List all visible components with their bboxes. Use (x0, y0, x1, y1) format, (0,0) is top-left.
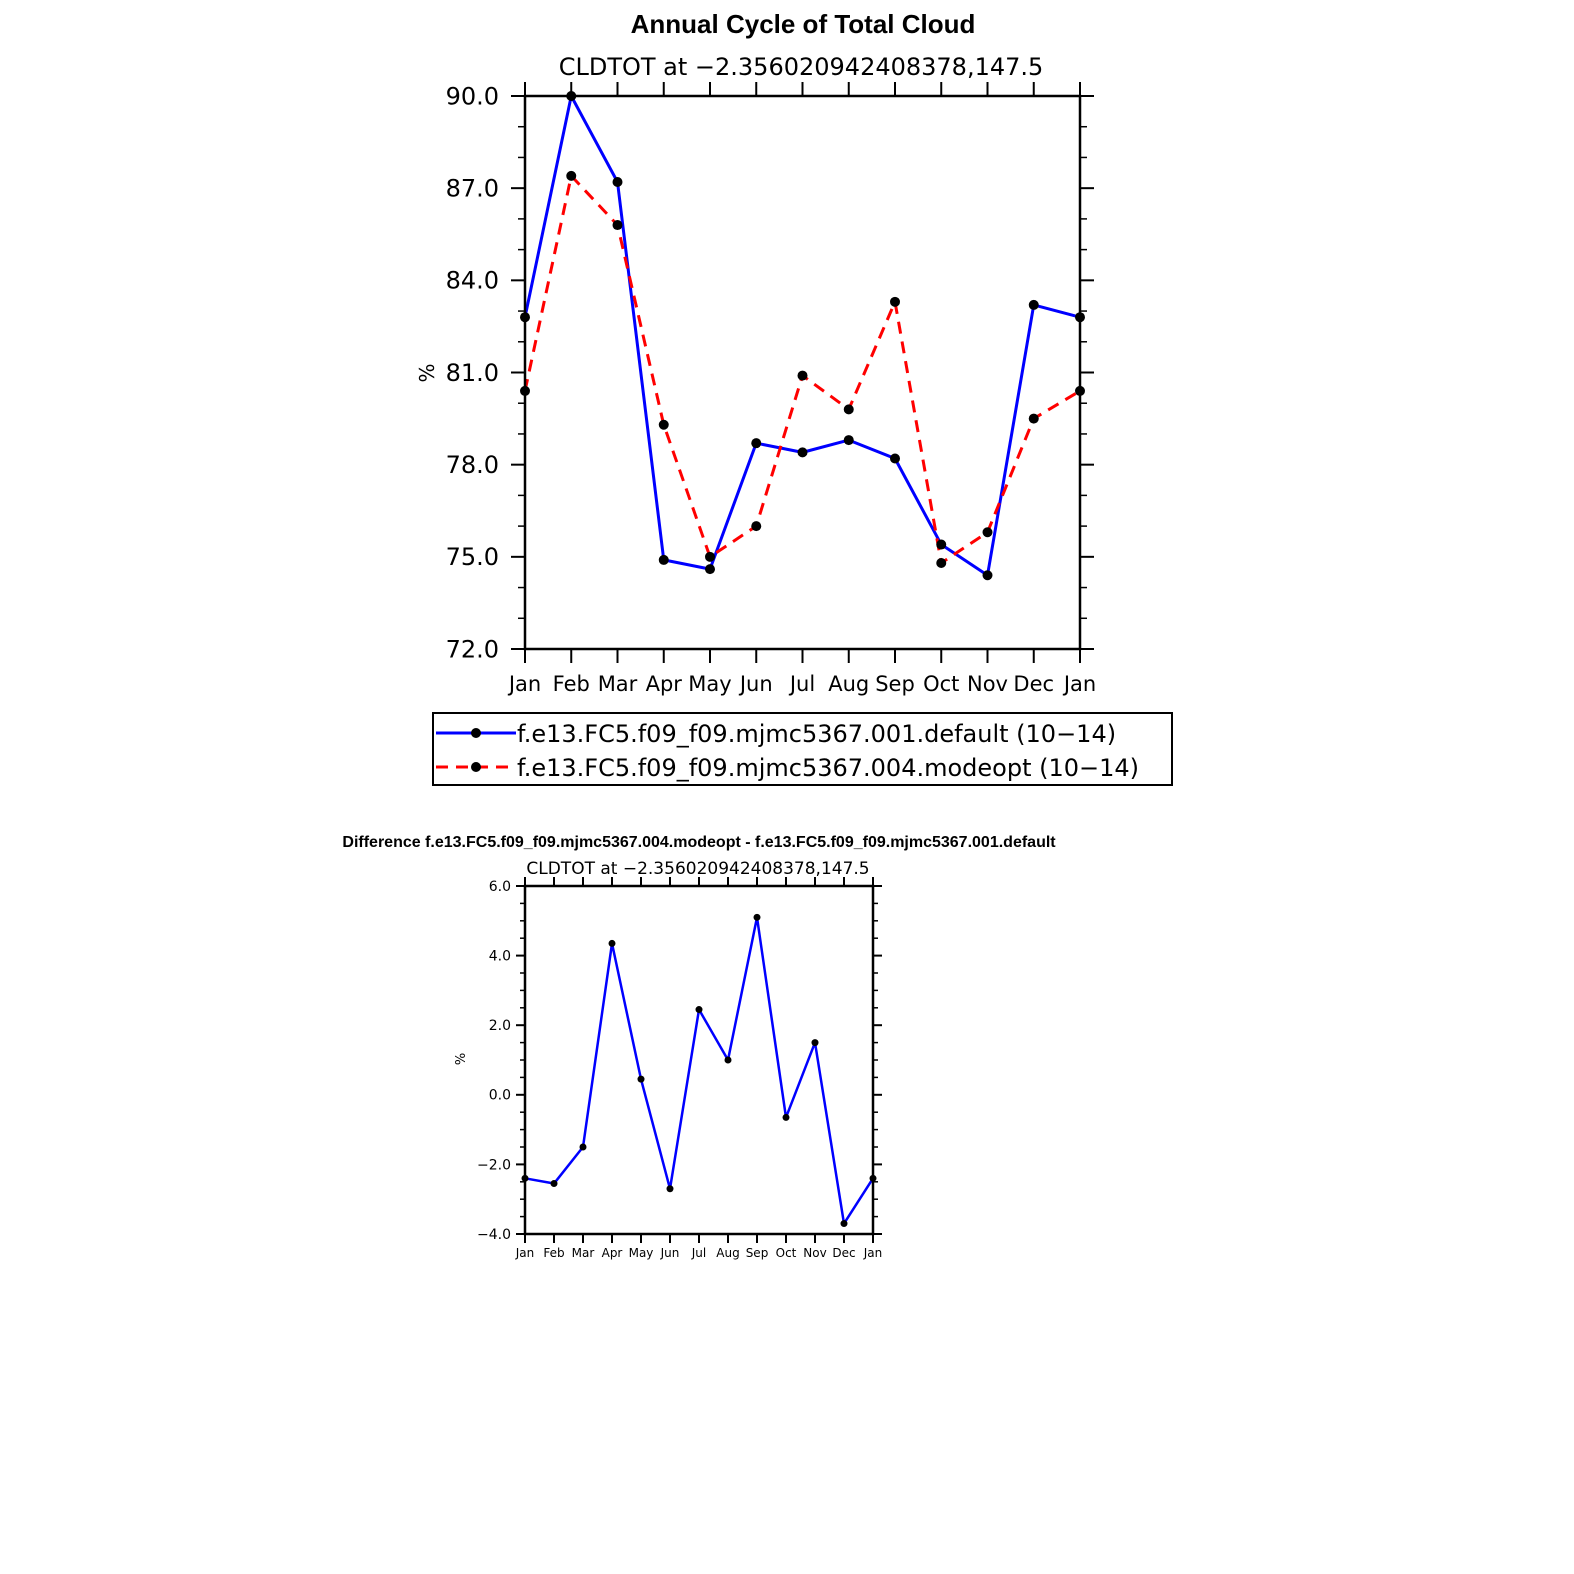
main-series-1-point (890, 296, 900, 307)
diff-chart-series (521, 913, 877, 1228)
diff-xtick-label: Sep (746, 1246, 769, 1260)
main-ytick-label: 87.0 (446, 175, 499, 203)
main-xtick-label: Jan (1062, 672, 1096, 696)
main-xtick-label: Sep (875, 672, 915, 696)
main-series-1-point (797, 370, 808, 381)
legend-label-default: f.e13.FC5.f09_f09.mjmc5367.001.default (… (517, 720, 1116, 748)
main-ytick-label: 90.0 (446, 82, 499, 110)
main-xtick-label: Jun (738, 672, 773, 696)
diff-chart-ylabel: % (454, 1053, 469, 1065)
diff-xtick-label: Dec (832, 1246, 855, 1260)
main-chart-series (520, 91, 1085, 581)
main-series-1-point (566, 170, 577, 181)
main-series-0-line (523, 94, 1081, 577)
diff-series-0-line (524, 916, 875, 1225)
main-ytick-label: 72.0 (446, 635, 499, 663)
diff-chart: CLDTOT at −2.356020942408378,147.5 % Jan… (454, 859, 882, 1260)
diff-series-0-point (753, 913, 761, 921)
diff-xtick-label: Jan (863, 1246, 883, 1260)
diff-ytick-label: 2.0 (489, 1018, 511, 1034)
diff-xtick-label: Feb (543, 1246, 564, 1260)
main-chart-ylabel: % (415, 363, 439, 382)
main-xtick-label: Aug (828, 672, 869, 696)
diff-ytick-label: 6.0 (489, 879, 511, 895)
diff-series-0-point (579, 1143, 587, 1151)
main-chart-frame (523, 94, 1082, 651)
main-series-0-point (890, 453, 900, 464)
main-chart-legend: f.e13.FC5.f09_f09.mjmc5367.001.default (… (432, 712, 1173, 786)
main-chart: CLDTOT at −2.356020942408378,147.5 % Jan… (415, 53, 1096, 696)
main-series-1-point (843, 404, 854, 415)
diff-ytick-label: −4.0 (477, 1227, 511, 1243)
diff-series-0-point (782, 1113, 790, 1121)
main-xtick-label: Jul (788, 672, 815, 696)
main-ytick-label: 84.0 (446, 267, 499, 295)
legend-entry-default: f.e13.FC5.f09_f09.mjmc5367.001.default (… (436, 720, 1116, 748)
diff-xtick-label: Mar (572, 1246, 595, 1260)
main-xtick-label: Jan (507, 672, 541, 696)
diff-ytick-label: 4.0 (489, 949, 511, 965)
main-series-1-point (1028, 413, 1039, 424)
diff-xtick-label: May (629, 1246, 654, 1260)
main-xtick-label: Feb (553, 672, 590, 696)
diff-chart-ticks: Jan Feb Mar Apr May Jun Jul Aug Sep Oct Nov Dec Jan−… (477, 877, 882, 1260)
diff-xtick-label: Oct (776, 1246, 797, 1260)
diff-chart-frame (523, 884, 875, 1236)
diff-xtick-label: Jul (691, 1246, 706, 1260)
main-series-0-point (936, 539, 947, 550)
diff-chart-subtitle: CLDTOT at −2.356020942408378,147.5 (526, 859, 869, 879)
legend-label-modeopt: f.e13.FC5.f09_f09.mjmc5367.004.modeopt (… (517, 754, 1139, 782)
diff-series-0-point (724, 1056, 732, 1064)
main-series-0-point (658, 554, 669, 565)
main-chart-subtitle: CLDTOT at −2.356020942408378,147.5 (559, 53, 1044, 81)
main-series-1-point (751, 521, 762, 532)
legend-box (432, 712, 1173, 786)
diff-xtick-label: Jun (660, 1246, 680, 1260)
main-series-0-point (612, 177, 623, 188)
main-series-0-point (843, 435, 854, 446)
main-xtick-label: Dec (1013, 672, 1054, 696)
main-series-0-point (797, 447, 808, 458)
main-xtick-label: Nov (967, 672, 1008, 696)
diff-ytick-label: −2.0 (477, 1157, 511, 1173)
main-series-1-point (936, 557, 947, 568)
main-ytick-label: 78.0 (446, 451, 499, 479)
diff-series-0-point (550, 1180, 558, 1188)
diff-series-0-point (811, 1039, 819, 1047)
diff-xtick-label: Nov (803, 1246, 826, 1260)
diff-series-0-point (695, 1006, 703, 1014)
diff-series-0-point (840, 1220, 848, 1228)
main-series-1-line (523, 174, 1081, 565)
diff-series-0-point (608, 939, 616, 947)
main-xtick-label: Apr (646, 672, 683, 696)
main-series-1-point (982, 527, 993, 538)
diff-xtick-label: Apr (602, 1246, 623, 1260)
legend-entry-modeopt: f.e13.FC5.f09_f09.mjmc5367.004.modeopt (… (436, 754, 1139, 782)
main-xtick-label: May (688, 672, 731, 696)
diff-xtick-label: Aug (716, 1246, 739, 1260)
main-series-1-point (612, 220, 623, 231)
main-series-1-point (705, 551, 715, 562)
legend-marker-modeopt (471, 762, 481, 772)
main-chart-ticks: Jan Feb Mar Apr May Jun Jul Aug Sep Oct Nov Dec Jan 7… (446, 82, 1096, 696)
main-xtick-label: Oct (923, 672, 959, 696)
main-series-0-point (751, 438, 762, 449)
main-ytick-label: 75.0 (446, 543, 499, 571)
diff-xtick-label: Jan (515, 1246, 535, 1260)
main-series-0-point (705, 564, 715, 575)
main-series-1-point (658, 419, 669, 430)
figure-title: Annual Cycle of Total Cloud (631, 9, 976, 39)
main-ytick-label: 81.0 (446, 359, 499, 387)
diff-series-0-point (666, 1185, 674, 1193)
legend-marker-default (471, 728, 481, 738)
diff-chart-title: Difference f.e13.FC5.f09_f09.mjmc5367.00… (342, 834, 1056, 851)
main-xtick-label: Mar (598, 672, 638, 696)
diff-series-0-point (637, 1075, 645, 1083)
main-series-0-point (1028, 299, 1039, 310)
main-series-0-point (982, 570, 993, 581)
diff-ytick-label: 0.0 (489, 1088, 511, 1104)
